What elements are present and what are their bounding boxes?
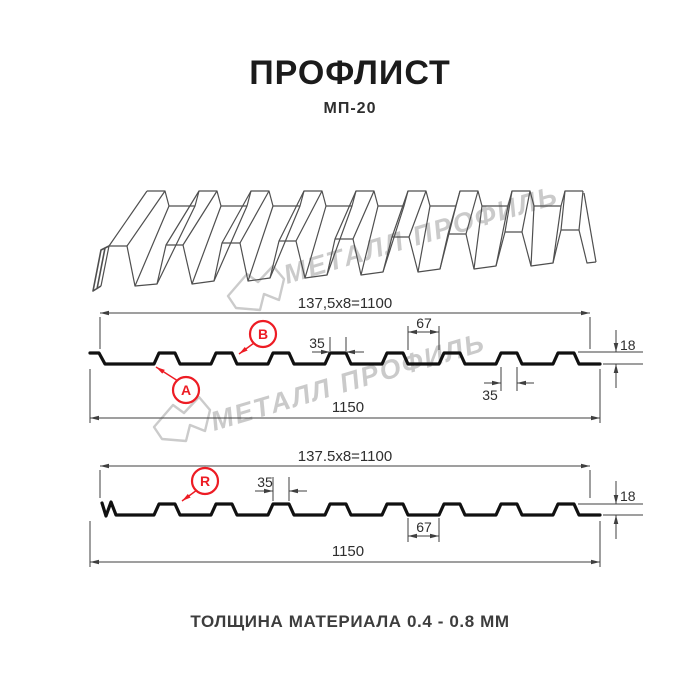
cross-section-top: 137,5x8=1100 35 67 [88,295,643,423]
page-subtitle: МП-20 [323,100,377,117]
watermark-text: МЕТАЛЛ ПРОФИЛЬ [280,180,562,290]
dim-rib-top: 35 [309,335,364,355]
dim-label-pitch: 137,5x8=1100 [298,295,392,312]
marker-b-label: B [258,326,268,342]
marker-a-label: A [181,382,191,398]
marker-r: R [181,466,220,502]
dim-pitch: 137.5x8=1100 [99,448,591,498]
dim-label-overall: 1150 [332,543,364,560]
profile-outline [88,351,602,366]
dim-rib-top: 35 [255,474,307,501]
dim-label-valley: 67 [416,315,432,331]
dim-rib-bottom: 35 [482,367,534,403]
footer-text: ТОЛЩИНА МАТЕРИАЛА 0.4 - 0.8 ММ [190,612,510,631]
dim-overall: 1150 [89,369,601,423]
profile-outline [100,500,602,518]
watermark-text: МЕТАЛЛ ПРОФИЛЬ [207,327,489,437]
dim-label-rib-top: 35 [309,335,325,351]
dim-pitch: 137,5x8=1100 [99,295,591,349]
dim-overall: 1150 [89,521,601,567]
watermark-logo-icon [152,395,212,443]
cross-section-bottom: 137.5x8=1100 35 67 [89,448,643,567]
marker-a: A [155,366,201,405]
dim-height: 18 [578,330,643,388]
page-title: ПРОФЛИСТ [249,54,451,92]
watermark-logo-icon [226,264,286,312]
profile-3d-view [92,190,597,292]
dim-label-pitch: 137.5x8=1100 [298,448,392,465]
dim-label-valley: 67 [416,519,432,535]
dim-valley: 67 [407,518,440,542]
marker-b: B [238,319,278,355]
footer: ТОЛЩИНА МАТЕРИАЛА 0.4 - 0.8 ММ [0,612,700,632]
dim-valley: 67 [407,315,440,350]
dim-label-rib-top: 35 [257,474,273,490]
dim-label-rib-bottom: 35 [482,387,498,403]
marker-r-label: R [200,473,210,489]
header: ПРОФЛИСТ МП-20 [0,54,700,118]
dim-label-height: 18 [620,337,636,353]
dim-label-overall: 1150 [332,399,364,416]
dim-height: 18 [578,481,643,539]
dim-label-height: 18 [620,488,636,504]
